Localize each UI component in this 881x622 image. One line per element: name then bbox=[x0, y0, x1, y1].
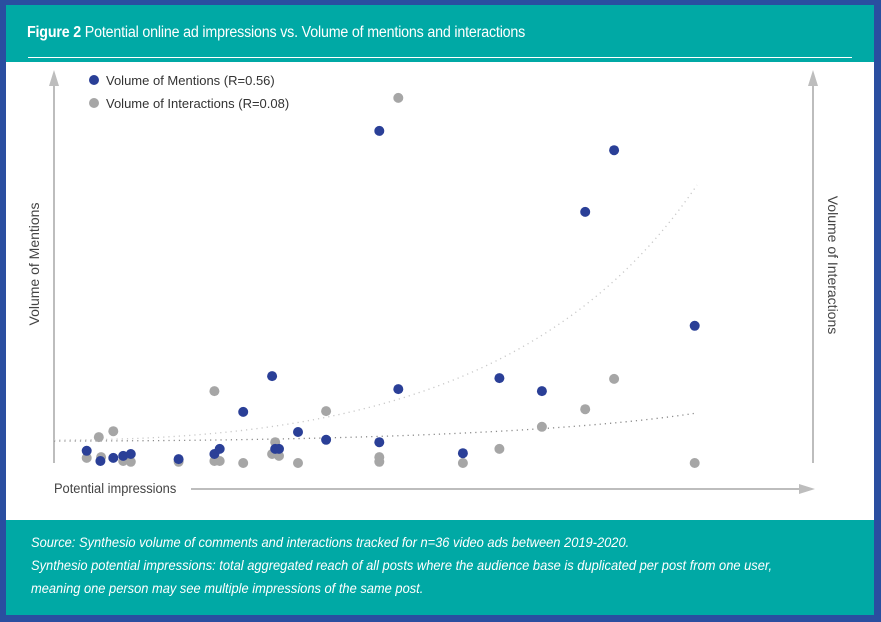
mentions-data-point bbox=[118, 450, 129, 461]
legend-interactions-label: Volume of Interactions (R=0.08) bbox=[106, 96, 289, 111]
y-left-axis-label: Volume of Mentions bbox=[26, 203, 42, 326]
interactions-data-point bbox=[81, 452, 92, 463]
mentions-data-point bbox=[580, 206, 591, 217]
mentions-data-point bbox=[274, 443, 284, 454]
interactions-data-point bbox=[93, 432, 104, 443]
mentions-data-point bbox=[214, 443, 225, 454]
mentions-data-point bbox=[494, 373, 505, 384]
y-right-axis-label: Volume of Interactions bbox=[825, 196, 841, 335]
interactions-data-point bbox=[374, 456, 385, 467]
x-axis-label: Potential impressions bbox=[54, 481, 177, 497]
mentions-data-point bbox=[238, 406, 249, 417]
mentions-series bbox=[81, 125, 700, 466]
mentions-data-point bbox=[267, 371, 278, 382]
interactions-data-point bbox=[689, 458, 700, 468]
figure-frame: Figure 2 Potential online ad impressions… bbox=[6, 5, 874, 615]
interactions-data-point bbox=[393, 92, 404, 103]
x-axis-arrow-icon bbox=[799, 484, 815, 494]
mentions-data-point bbox=[81, 445, 92, 456]
legend-mentions-label: Volume of Mentions (R=0.56) bbox=[106, 73, 275, 88]
mentions-data-point bbox=[125, 449, 136, 459]
figure-label: Figure 2 bbox=[27, 24, 82, 41]
mentions-data-point bbox=[689, 320, 700, 331]
interactions-data-point bbox=[214, 456, 225, 466]
interactions-data-point bbox=[125, 456, 136, 467]
figure-footer: Source: Synthesio volume of comments and… bbox=[6, 520, 874, 615]
header-divider bbox=[28, 57, 852, 58]
left-axis-arrow-icon bbox=[49, 70, 59, 86]
interactions-data-point bbox=[238, 458, 249, 468]
interactions-data-point bbox=[494, 443, 505, 454]
footer-note-2: meaning one person may see multiple impr… bbox=[31, 580, 424, 596]
figure-header: Figure 2 Potential online ad impressions… bbox=[6, 5, 874, 62]
mentions-data-point bbox=[108, 452, 119, 463]
right-axis-arrow-icon bbox=[808, 70, 818, 86]
interactions-data-point bbox=[293, 458, 303, 468]
interactions-data-point bbox=[536, 421, 547, 432]
footer-source: Source: Synthesio volume of comments and… bbox=[31, 534, 630, 550]
interactions-data-point bbox=[457, 458, 468, 468]
legend-mentions-marker-icon bbox=[89, 75, 99, 85]
mentions-data-point bbox=[393, 384, 404, 395]
mentions-data-point bbox=[293, 427, 303, 437]
mentions-data-point bbox=[536, 386, 547, 397]
interactions-data-point bbox=[108, 426, 119, 437]
footer-note-1: Synthesio potential impressions: total a… bbox=[31, 557, 773, 573]
interactions-data-point bbox=[209, 386, 220, 397]
mentions-data-point bbox=[374, 437, 385, 448]
figure-title: Figure 2 Potential online ad impressions… bbox=[27, 24, 525, 42]
mentions-data-point bbox=[457, 448, 468, 459]
interactions-data-point bbox=[609, 373, 620, 384]
mentions-data-point bbox=[173, 454, 184, 465]
interactions-data-point bbox=[321, 406, 332, 417]
figure-title-text: Potential online ad impressions vs. Volu… bbox=[84, 24, 526, 41]
interactions-data-point bbox=[580, 404, 591, 415]
mentions-data-point bbox=[95, 456, 106, 466]
legend-interactions-marker-icon bbox=[89, 98, 99, 108]
mentions-data-point bbox=[321, 434, 332, 445]
mentions-data-point bbox=[374, 125, 385, 136]
mentions-data-point bbox=[609, 145, 620, 156]
